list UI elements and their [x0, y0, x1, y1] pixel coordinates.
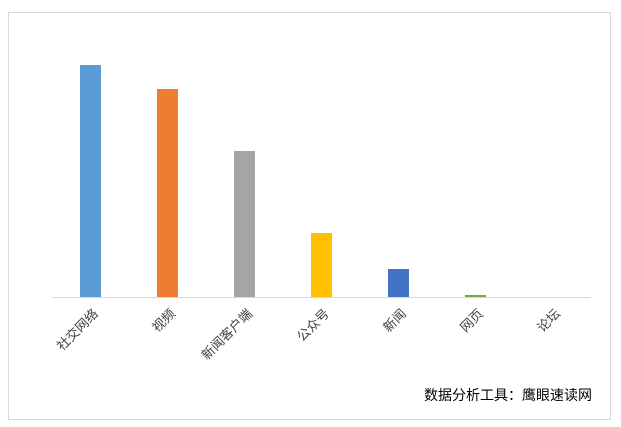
- bar: [311, 233, 332, 297]
- annotation: 数据分析工具：鹰眼速读网: [424, 387, 592, 404]
- bar: [388, 269, 409, 297]
- bar: [80, 65, 101, 297]
- bar: [465, 295, 486, 297]
- bar: [157, 89, 178, 297]
- chart-frame: [8, 12, 611, 420]
- bar: [234, 151, 255, 297]
